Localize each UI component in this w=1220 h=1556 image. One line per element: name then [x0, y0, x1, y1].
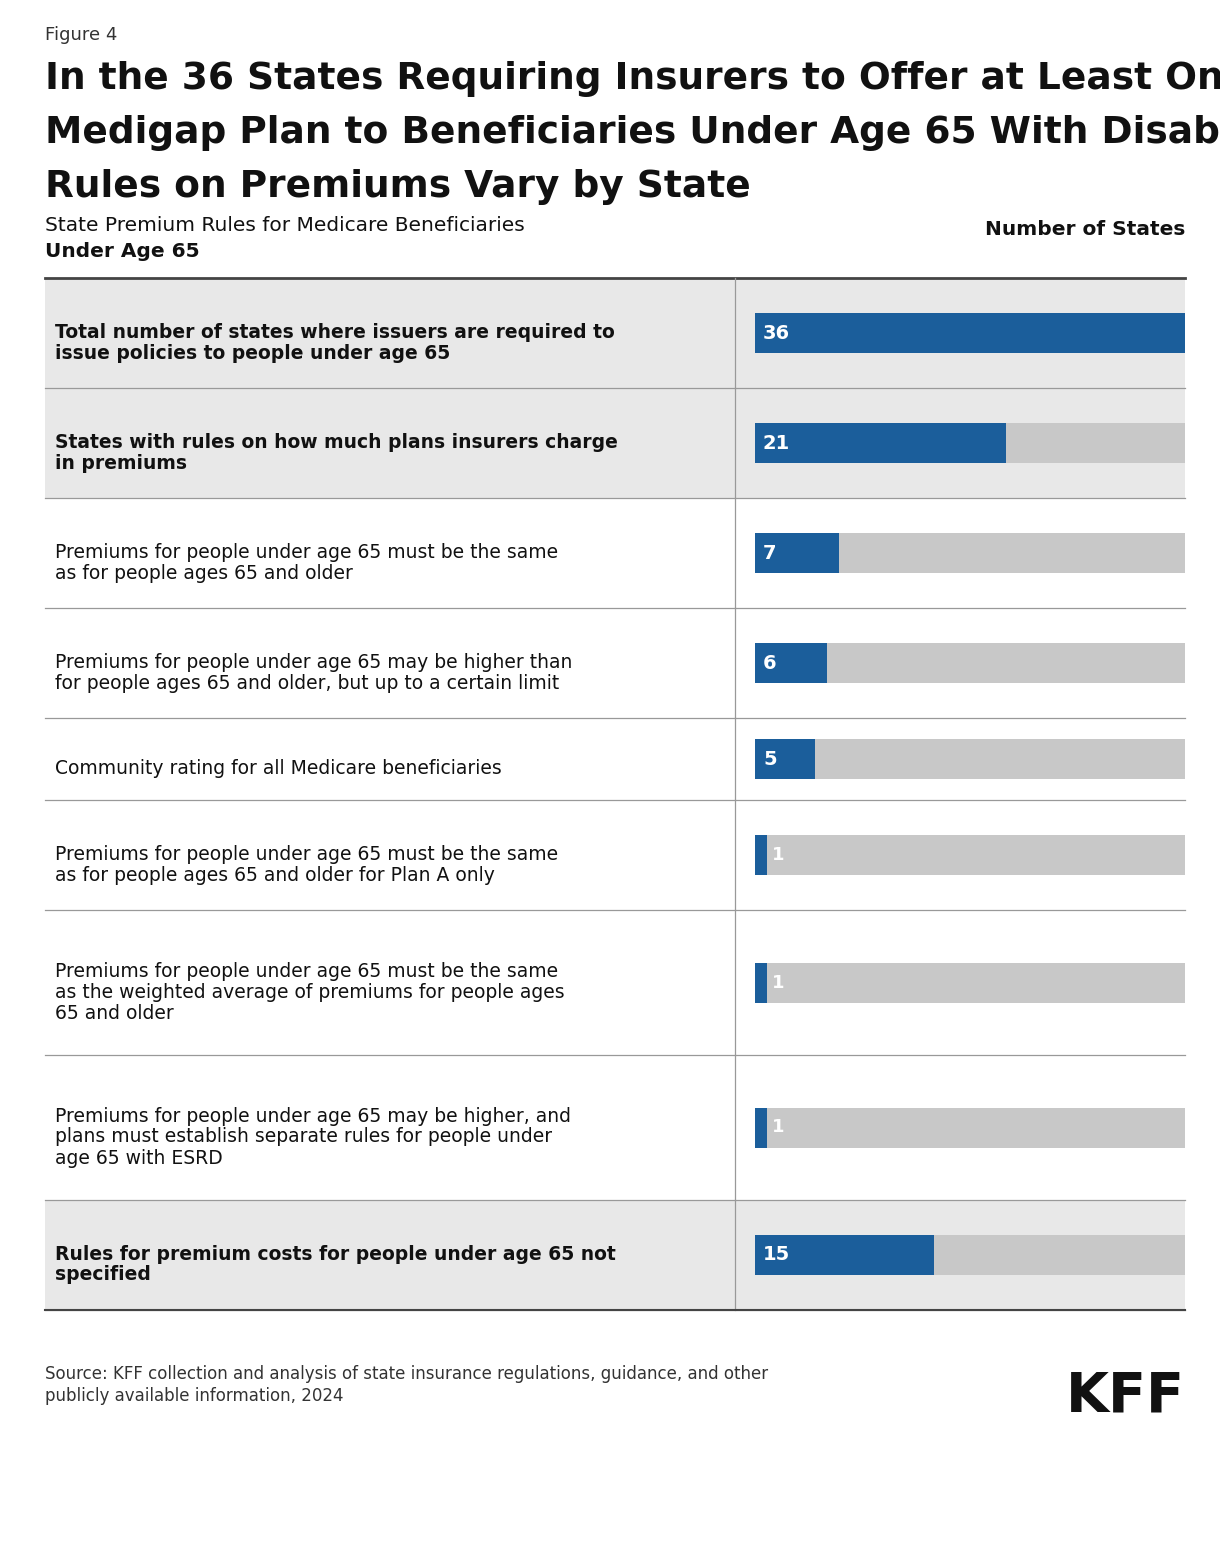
Text: KFF: KFF: [1066, 1369, 1185, 1424]
Bar: [755, 963, 1185, 1002]
Text: 1: 1: [772, 846, 784, 864]
Bar: [45, 498, 1185, 608]
Bar: [755, 534, 1185, 573]
Bar: [755, 739, 1185, 780]
Bar: [755, 739, 815, 780]
Text: 15: 15: [762, 1245, 791, 1265]
Text: plans must establish separate rules for people under: plans must establish separate rules for …: [55, 1128, 553, 1147]
Text: for people ages 65 and older, but up to a certain limit: for people ages 65 and older, but up to …: [55, 674, 559, 692]
Text: Premiums for people under age 65 must be the same: Premiums for people under age 65 must be…: [55, 962, 558, 980]
Bar: [755, 836, 767, 874]
Bar: [45, 717, 1185, 800]
Text: as the weighted average of premiums for people ages: as the weighted average of premiums for …: [55, 982, 565, 1002]
Bar: [755, 313, 1185, 353]
Text: 5: 5: [762, 750, 777, 769]
Text: 7: 7: [762, 543, 776, 563]
Bar: [755, 423, 1005, 464]
Text: Community rating for all Medicare beneficiaries: Community rating for all Medicare benefi…: [55, 759, 501, 778]
Text: specified: specified: [55, 1265, 151, 1285]
Bar: [755, 643, 827, 683]
Text: Total number of states where issuers are required to: Total number of states where issuers are…: [55, 322, 615, 341]
Text: 1: 1: [772, 1119, 784, 1136]
Text: age 65 with ESRD: age 65 with ESRD: [55, 1148, 223, 1167]
Text: as for people ages 65 and older: as for people ages 65 and older: [55, 563, 353, 582]
Bar: [755, 963, 767, 1002]
Text: publicly available information, 2024: publicly available information, 2024: [45, 1386, 344, 1405]
Text: In the 36 States Requiring Insurers to Offer at Least One: In the 36 States Requiring Insurers to O…: [45, 61, 1220, 96]
Bar: [755, 423, 1185, 464]
Text: Premiums for people under age 65 may be higher, and: Premiums for people under age 65 may be …: [55, 1106, 571, 1125]
Text: 21: 21: [762, 434, 791, 453]
Bar: [45, 279, 1185, 387]
Text: 1: 1: [772, 974, 784, 991]
Bar: [755, 1235, 935, 1274]
Bar: [755, 1108, 767, 1147]
Text: Premiums for people under age 65 must be the same: Premiums for people under age 65 must be…: [55, 845, 558, 864]
Bar: [45, 608, 1185, 717]
Bar: [45, 1200, 1185, 1310]
Text: as for people ages 65 and older for Plan A only: as for people ages 65 and older for Plan…: [55, 865, 495, 884]
Text: 36: 36: [762, 324, 791, 342]
Text: Premiums for people under age 65 may be higher than: Premiums for people under age 65 may be …: [55, 652, 572, 672]
Text: States with rules on how much plans insurers charge: States with rules on how much plans insu…: [55, 433, 617, 451]
Text: Number of States: Number of States: [985, 219, 1185, 238]
Text: Rules for premium costs for people under age 65 not: Rules for premium costs for people under…: [55, 1245, 616, 1263]
Text: in premiums: in premiums: [55, 453, 187, 473]
Bar: [755, 534, 838, 573]
Text: Figure 4: Figure 4: [45, 26, 117, 44]
Text: issue policies to people under age 65: issue policies to people under age 65: [55, 344, 450, 363]
Bar: [755, 836, 1185, 874]
Bar: [45, 800, 1185, 910]
Text: Rules on Premiums Vary by State: Rules on Premiums Vary by State: [45, 170, 750, 205]
Bar: [45, 1055, 1185, 1200]
Bar: [755, 1108, 1185, 1147]
Bar: [755, 1235, 1185, 1274]
Bar: [45, 387, 1185, 498]
Text: Medigap Plan to Beneficiaries Under Age 65 With Disabilities,: Medigap Plan to Beneficiaries Under Age …: [45, 115, 1220, 151]
Text: Under Age 65: Under Age 65: [45, 243, 200, 261]
Bar: [755, 313, 1185, 353]
Text: State Premium Rules for Medicare Beneficiaries: State Premium Rules for Medicare Benefic…: [45, 216, 525, 235]
Text: Source: KFF collection and analysis of state insurance regulations, guidance, an: Source: KFF collection and analysis of s…: [45, 1365, 769, 1383]
Bar: [45, 910, 1185, 1055]
Bar: [755, 643, 1185, 683]
Text: 6: 6: [762, 654, 777, 672]
Text: Premiums for people under age 65 must be the same: Premiums for people under age 65 must be…: [55, 543, 558, 562]
Text: 65 and older: 65 and older: [55, 1004, 173, 1022]
